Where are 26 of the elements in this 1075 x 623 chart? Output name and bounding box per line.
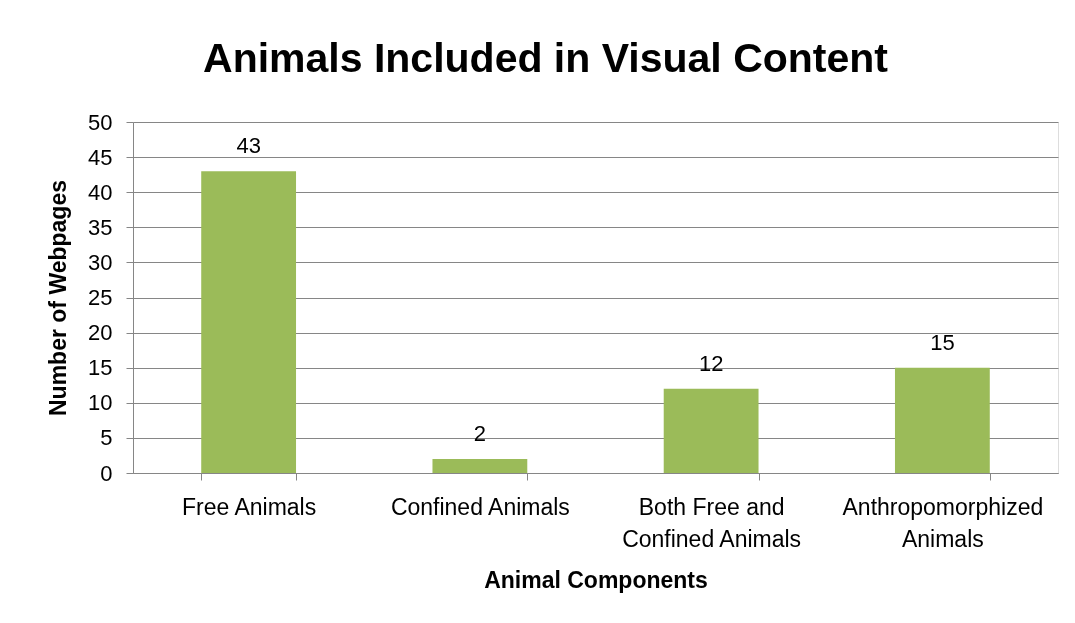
- x-tick-label: Anthropomorphized Animals: [842, 493, 1044, 552]
- y-tick-label: 50: [88, 109, 113, 135]
- x-axis-title: Animal Components: [484, 566, 708, 593]
- x-tick-label: Free Animals: [182, 493, 317, 520]
- x-tick-label: Both Free and Confined Animals: [622, 493, 802, 552]
- bar: [432, 458, 528, 473]
- y-tick-label: 30: [88, 249, 113, 275]
- y-tick-label: 25: [88, 285, 113, 310]
- data-label: 43: [236, 133, 261, 159]
- data-label: 15: [930, 329, 955, 355]
- y-tick-label: 0: [100, 460, 113, 486]
- y-tick-label: 45: [88, 144, 113, 170]
- bar: [894, 367, 990, 473]
- y-tick-label: 10: [88, 390, 113, 416]
- y-tick-label: 15: [88, 355, 113, 381]
- y-tick-label: 35: [88, 214, 113, 240]
- x-tick-label: Confined Animals: [390, 493, 570, 520]
- y-tick-label: 5: [100, 425, 113, 451]
- y-axis-title: Number of Webpages: [45, 180, 72, 416]
- y-tick-label: 20: [88, 320, 113, 346]
- bar: [663, 388, 759, 473]
- data-label: 2: [473, 420, 486, 446]
- bar: [201, 171, 297, 473]
- y-tick-label: 40: [88, 179, 113, 205]
- data-label: 12: [698, 350, 724, 376]
- chart-title: Animals Included in Visual Content: [203, 35, 889, 81]
